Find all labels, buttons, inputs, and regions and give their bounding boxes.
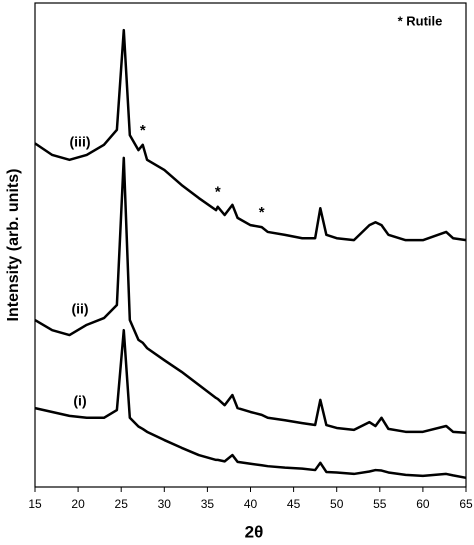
series-label: (i)	[73, 393, 86, 409]
x-tick-label: 40	[244, 497, 258, 511]
series-label: (ii)	[71, 301, 88, 317]
x-tick-label: 55	[373, 497, 387, 511]
x-tick-label: 65	[459, 497, 473, 511]
plot-frame	[34, 2, 467, 488]
series-label: (iii)	[70, 134, 91, 150]
x-tick-label: 20	[71, 497, 85, 511]
rutile-marker: *	[140, 122, 146, 139]
x-tick-label: 15	[28, 497, 42, 511]
x-tick-label: 45	[287, 497, 301, 511]
y-axis-label: Intensity (arb. units)	[5, 169, 22, 322]
x-tick-label: 30	[158, 497, 172, 511]
rutile-marker: *	[215, 184, 221, 201]
series-line	[34, 28, 467, 242]
series-line	[34, 156, 467, 435]
x-tick-label: 50	[330, 497, 344, 511]
x-tick-label: 60	[416, 497, 430, 511]
x-tick-label: 25	[115, 497, 129, 511]
legend-note: * Rutile	[398, 13, 443, 28]
x-tick-label: 35	[201, 497, 215, 511]
rutile-marker: *	[259, 204, 265, 221]
series-line	[34, 328, 467, 480]
x-axis-label: 2θ	[245, 522, 264, 541]
